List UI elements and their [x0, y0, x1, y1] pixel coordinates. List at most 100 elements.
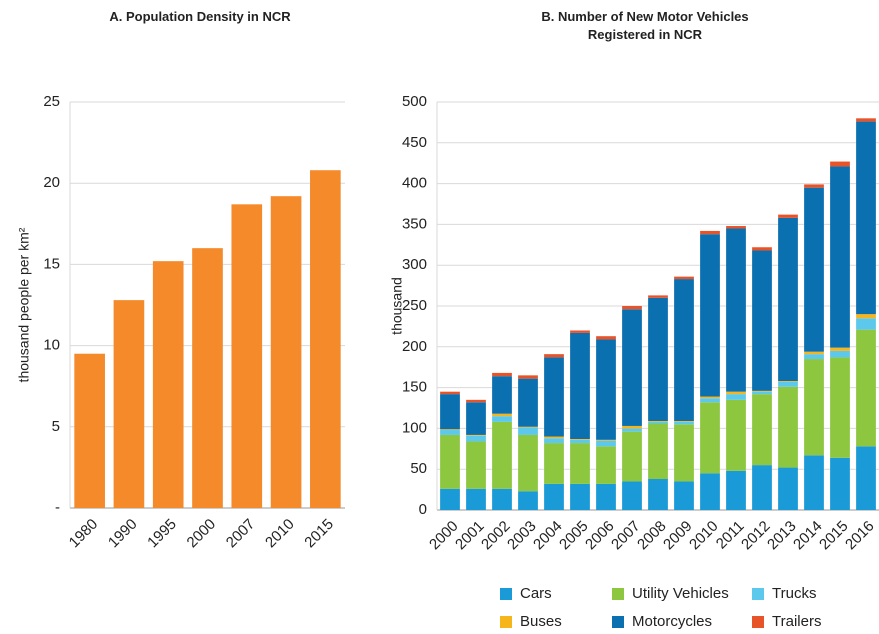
x-tick-label: 2007	[608, 518, 644, 554]
y-tick-label: 20	[43, 174, 60, 191]
bar-segment	[544, 443, 564, 484]
y-tick-label: 400	[402, 175, 427, 192]
bar-segment	[752, 247, 772, 251]
bar-segment	[804, 351, 824, 355]
x-tick-label: 2003	[504, 518, 540, 554]
bar-segment	[674, 421, 694, 425]
bar-segment	[440, 434, 460, 489]
bar-segment	[700, 473, 720, 510]
bar-segment	[778, 467, 798, 510]
legend-label: Utility Vehicles	[632, 585, 729, 602]
legend-swatch	[500, 588, 512, 600]
x-tick-label: 1980	[66, 516, 102, 552]
bar-segment	[830, 350, 850, 358]
bar-segment	[518, 426, 538, 428]
chart-title: B. Number of New Motor Vehicles Register…	[541, 9, 749, 42]
bar-segment	[648, 295, 668, 298]
bar-segment	[518, 378, 538, 427]
bar-segment	[596, 440, 616, 447]
bar-segment	[518, 375, 538, 379]
bar-segment	[466, 435, 486, 442]
bar-segment	[518, 434, 538, 492]
bar	[74, 353, 105, 508]
x-tick-label: 2000	[426, 518, 462, 554]
bar-segment	[674, 424, 694, 482]
x-tick-label: 2004	[530, 518, 566, 554]
x-tick-label: 2015	[816, 518, 852, 554]
bar	[270, 196, 302, 508]
bar-segment	[596, 336, 616, 340]
x-tick-label: 2007	[223, 516, 259, 552]
bar-segment	[596, 446, 616, 484]
bar-segment	[466, 441, 486, 489]
bar-segment	[648, 423, 668, 479]
y-tick-label: 10	[43, 337, 60, 354]
bar-segment	[492, 372, 512, 377]
bar-segment	[622, 431, 642, 482]
bar-segment	[830, 166, 850, 348]
y-tick-label: 450	[402, 134, 427, 151]
bar-segment	[752, 465, 772, 510]
bar-segment	[544, 354, 564, 358]
y-tick-label: -	[55, 499, 60, 516]
bar-segment	[544, 438, 564, 444]
bar-segment	[622, 425, 642, 429]
bar-segment	[492, 413, 512, 417]
y-tick-label: 100	[402, 419, 427, 436]
bar-segment	[570, 439, 590, 440]
bar-segment	[492, 488, 512, 510]
legend-swatch	[752, 588, 764, 600]
bar-segment	[622, 306, 642, 310]
bar-segment	[440, 429, 460, 431]
bar-segment	[804, 359, 824, 456]
x-tick-label: 2016	[842, 518, 878, 554]
x-tick-label: 2010	[262, 516, 298, 552]
bar-segment	[830, 161, 850, 167]
bar-segment	[726, 391, 746, 395]
bar-segment	[778, 217, 798, 382]
bar-segment	[856, 314, 876, 319]
bar-segment	[596, 483, 616, 510]
bar-segment	[544, 436, 564, 439]
bar-segment	[778, 381, 798, 387]
bar-segment	[596, 439, 616, 441]
legend-swatch	[500, 616, 512, 628]
bar-segment	[856, 446, 876, 510]
x-tick-label: 2010	[686, 518, 722, 554]
bar-segment	[674, 481, 694, 510]
bar-segment	[466, 402, 486, 435]
bar	[113, 300, 145, 508]
chart-title: A. Population Density in NCR	[109, 9, 291, 24]
legend-label: Buses	[520, 613, 562, 630]
y-tick-label: 250	[402, 297, 427, 314]
bar-segment	[752, 394, 772, 466]
bar-segment	[466, 399, 486, 403]
y-tick-label: 200	[402, 338, 427, 355]
y-tick-label: 300	[402, 256, 427, 273]
y-tick-label: 0	[419, 501, 427, 518]
bar-segment	[856, 121, 876, 315]
bar-segment	[440, 430, 460, 435]
bar-segment	[700, 402, 720, 474]
bar	[231, 204, 263, 508]
x-tick-label: 2000	[184, 516, 220, 552]
y-tick-label: 15	[43, 255, 60, 272]
bar-segment	[830, 457, 850, 510]
bar-segment	[778, 386, 798, 468]
bar-segment	[726, 228, 746, 392]
bar-segment	[726, 470, 746, 510]
x-tick-label: 2005	[556, 518, 592, 554]
x-tick-label: 2002	[478, 518, 514, 554]
bar-segment	[726, 394, 746, 400]
y-axis-label: thousand people per km²	[16, 227, 32, 382]
bar-segment	[674, 421, 694, 422]
bar-segment	[752, 390, 772, 392]
bar-segment	[856, 118, 876, 122]
bar-segment	[622, 428, 642, 432]
legend-label: Trailers	[772, 613, 821, 630]
y-tick-label: 350	[402, 215, 427, 232]
x-tick-label: 2009	[660, 518, 696, 554]
bar-segment	[752, 250, 772, 391]
bar-segment	[752, 391, 772, 395]
legend-label: Cars	[520, 585, 552, 602]
